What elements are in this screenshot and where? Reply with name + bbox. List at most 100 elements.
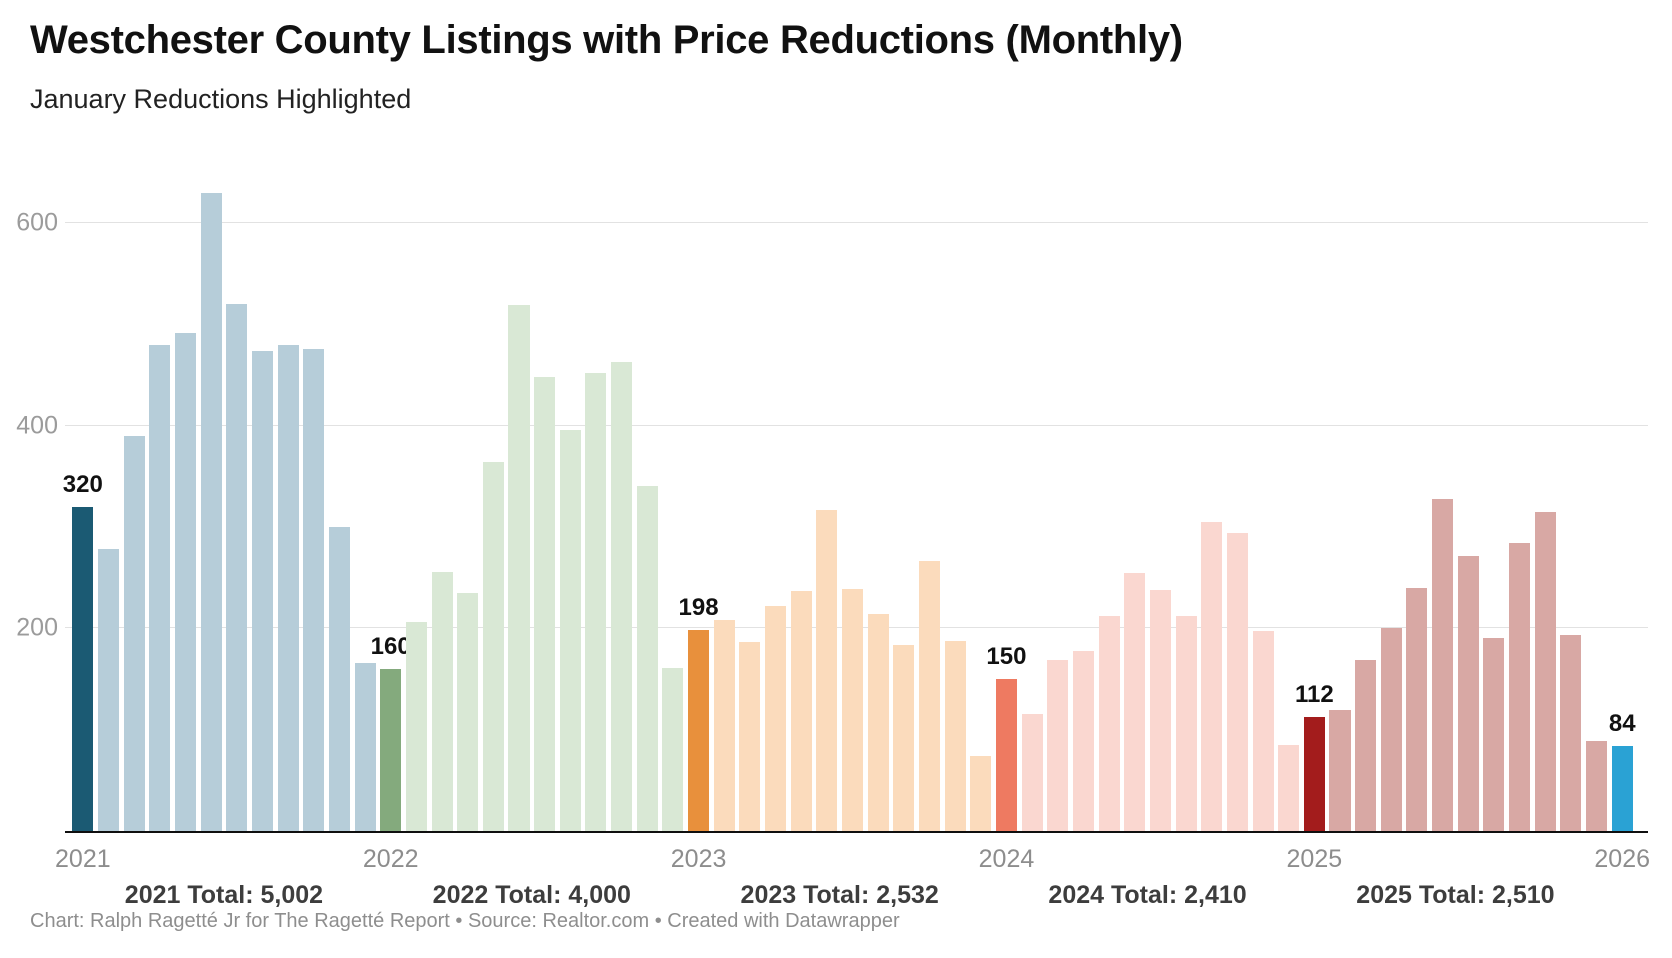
y-tick-label-400: 400 bbox=[16, 411, 58, 440]
bar-2022-Nov[interactable] bbox=[636, 486, 658, 831]
bar-2023-Oct[interactable] bbox=[918, 561, 940, 831]
value-label-2025: 112 bbox=[1294, 681, 1334, 709]
bar-slot-2022-Mar bbox=[429, 162, 455, 831]
bar-2025-Nov[interactable] bbox=[1560, 635, 1582, 831]
bar-slot-2022-Dec bbox=[660, 162, 686, 831]
gridline-600 bbox=[65, 221, 1648, 223]
bar-2024-Jul[interactable] bbox=[1149, 589, 1171, 831]
bar-2021-Oct[interactable] bbox=[303, 348, 325, 831]
bar-2023-Sep[interactable] bbox=[893, 644, 915, 831]
bar-2023-Jun[interactable] bbox=[816, 509, 838, 831]
bar-slot-2022-May bbox=[481, 162, 507, 831]
bar-2021-Feb[interactable] bbox=[97, 549, 119, 831]
bar-2023-Aug[interactable] bbox=[867, 614, 889, 831]
bar-2024-Oct[interactable] bbox=[1226, 533, 1248, 831]
bar-2022-Jul[interactable] bbox=[534, 376, 556, 831]
bar-2022-May[interactable] bbox=[482, 462, 504, 831]
bar-2021-Apr[interactable] bbox=[149, 345, 171, 831]
bar-slot-2025-Oct bbox=[1532, 162, 1558, 831]
bar-2026-Jan[interactable] bbox=[1611, 745, 1633, 831]
total-label-2023: 2023 Total: 2,532 bbox=[740, 881, 939, 909]
bars-layer: 320 2021 2021 Total: 5,002 160 2022 2022 Tota… bbox=[55, 162, 1650, 909]
bar-2025-Dec[interactable] bbox=[1586, 740, 1608, 831]
bar-slot-2024-Jul bbox=[1148, 162, 1174, 831]
bar-2021-Jul[interactable] bbox=[226, 303, 248, 831]
bar-slot-2023-Apr bbox=[763, 162, 789, 831]
bar-2022-Jan[interactable] bbox=[380, 668, 402, 831]
bar-slot-2024-Apr bbox=[1071, 162, 1097, 831]
bar-2024-Sep[interactable] bbox=[1201, 521, 1223, 831]
bar-2024-Dec[interactable] bbox=[1278, 744, 1300, 831]
bar-slot-2024-Nov bbox=[1250, 162, 1276, 831]
bar-2024-Jun[interactable] bbox=[1124, 572, 1146, 831]
bar-2021-Jan[interactable] bbox=[72, 506, 94, 831]
bar-2022-Feb[interactable] bbox=[405, 622, 427, 831]
bar-2023-Mar[interactable] bbox=[739, 642, 761, 831]
bar-2022-Apr[interactable] bbox=[457, 592, 479, 831]
value-label-2021: 320 bbox=[62, 470, 103, 498]
bar-2023-May[interactable] bbox=[790, 590, 812, 831]
bar-2022-Jun[interactable] bbox=[508, 304, 530, 831]
bar-slot-2025-Apr bbox=[1378, 162, 1404, 831]
bar-slot-2022-Apr bbox=[455, 162, 481, 831]
bar-slot-2023-Oct bbox=[917, 162, 943, 831]
bar-2025-Jun[interactable] bbox=[1432, 498, 1454, 831]
bar-2023-Jul[interactable] bbox=[842, 588, 864, 831]
bar-2025-Apr[interactable] bbox=[1380, 628, 1402, 831]
bar-slot-2023-Sep bbox=[891, 162, 917, 831]
bar-2025-Jul[interactable] bbox=[1457, 556, 1479, 831]
year-group-2022: 160 2022 2022 Total: 4,000 bbox=[363, 162, 686, 909]
bar-2021-May[interactable] bbox=[174, 333, 196, 831]
bar-2025-Sep[interactable] bbox=[1509, 543, 1531, 831]
bar-slot-2022-Aug bbox=[557, 162, 583, 831]
bar-2022-Oct[interactable] bbox=[611, 361, 633, 831]
bar-2023-Jan[interactable] bbox=[688, 630, 710, 831]
total-label-2024: 2024 Total: 2,410 bbox=[1048, 881, 1247, 909]
bar-slot-2024-Feb bbox=[1019, 162, 1045, 831]
bar-2025-May[interactable] bbox=[1406, 587, 1428, 831]
bar-2024-May[interactable] bbox=[1098, 616, 1120, 831]
bar-2024-Jan[interactable] bbox=[995, 678, 1017, 831]
value-label-2026: 84 bbox=[1608, 709, 1636, 737]
bar-slot-2025-Jun bbox=[1430, 162, 1456, 831]
bar-2022-Dec[interactable] bbox=[662, 667, 684, 831]
bar-2023-Feb[interactable] bbox=[713, 620, 735, 831]
bar-2021-Dec[interactable] bbox=[354, 662, 376, 831]
bar-2021-Sep[interactable] bbox=[277, 345, 299, 831]
bar-2024-Aug[interactable] bbox=[1175, 616, 1197, 831]
year-group-2024: 150 2024 2024 Total: 2,410 bbox=[979, 162, 1302, 909]
bar-2021-Mar[interactable] bbox=[123, 435, 145, 831]
x-tick-label-2026: 2026 bbox=[1594, 845, 1651, 873]
bar-2025-Mar[interactable] bbox=[1355, 659, 1377, 831]
bar-2023-Apr[interactable] bbox=[765, 605, 787, 831]
bar-slot-2024-Sep bbox=[1199, 162, 1225, 831]
bar-2025-Feb[interactable] bbox=[1329, 710, 1351, 831]
bar-slot-2024-May bbox=[1096, 162, 1122, 831]
bar-2023-Dec[interactable] bbox=[970, 756, 992, 831]
bar-2024-Nov[interactable] bbox=[1252, 631, 1274, 831]
bar-2025-Aug[interactable] bbox=[1483, 638, 1505, 831]
bar-2024-Feb[interactable] bbox=[1021, 714, 1043, 831]
bar-2021-Aug[interactable] bbox=[251, 350, 273, 831]
bar-2022-Mar[interactable] bbox=[431, 571, 453, 831]
chart-title: Westchester County Listings with Price R… bbox=[30, 18, 1183, 62]
bar-slot-2021-Mar bbox=[121, 162, 147, 831]
bar-2025-Jan[interactable] bbox=[1303, 717, 1325, 831]
bar-2022-Sep[interactable] bbox=[585, 372, 607, 831]
bar-slot-2022-Nov bbox=[634, 162, 660, 831]
x-tick-label-2021: 2021 bbox=[55, 845, 111, 873]
x-axis-baseline bbox=[65, 831, 1648, 833]
bar-2022-Aug[interactable] bbox=[559, 429, 581, 831]
bar-slot-2023-Jul bbox=[840, 162, 866, 831]
bar-slot-2025-Jul bbox=[1455, 162, 1481, 831]
x-tick-label-2025: 2025 bbox=[1286, 845, 1343, 873]
bar-2024-Apr[interactable] bbox=[1072, 650, 1094, 831]
bar-2023-Nov[interactable] bbox=[944, 641, 966, 831]
bar-2021-Nov[interactable] bbox=[328, 526, 350, 831]
bar-2025-Oct[interactable] bbox=[1534, 511, 1556, 831]
bar-slot-2022-Jul bbox=[532, 162, 558, 831]
bar-2024-Mar[interactable] bbox=[1047, 659, 1069, 831]
bar-slot-2021-Sep bbox=[275, 162, 301, 831]
bar-slot-2026-Jan: 84 2026 bbox=[1594, 162, 1650, 873]
bar-2021-Jun[interactable] bbox=[200, 193, 222, 831]
